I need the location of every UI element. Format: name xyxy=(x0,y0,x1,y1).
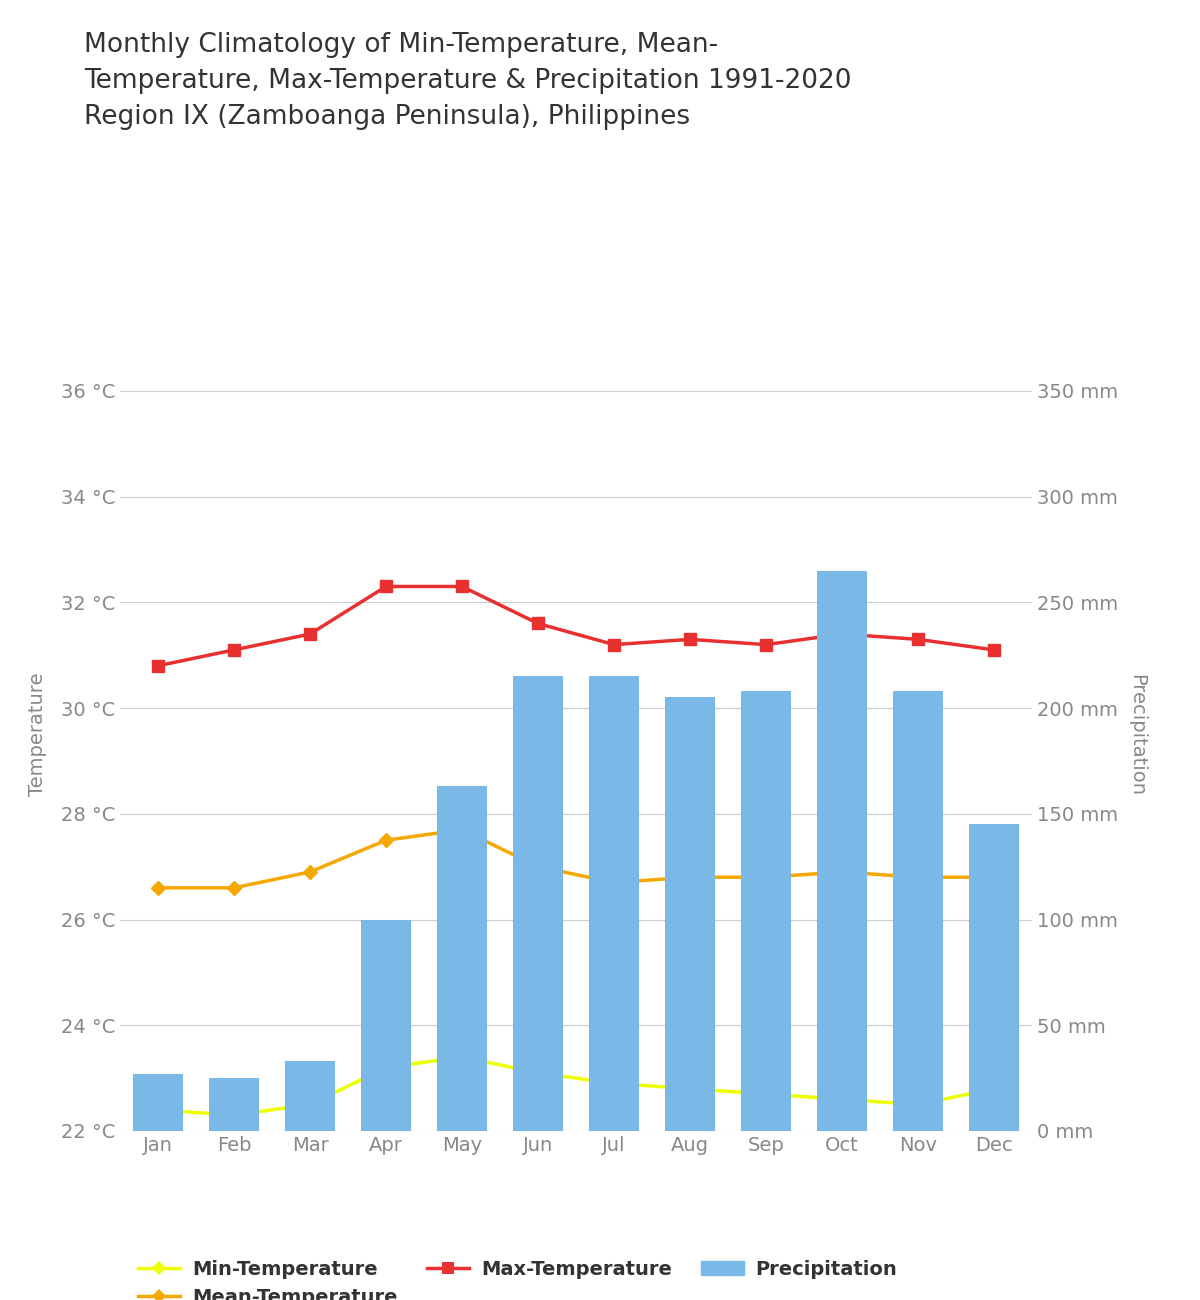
Mean-Temperature xyxy=(986,870,1001,885)
Line: Max-Temperature: Max-Temperature xyxy=(152,581,1000,671)
Min-Temperature xyxy=(302,1097,317,1113)
Min-Temperature xyxy=(986,1080,1001,1096)
Min-Temperature xyxy=(607,1075,622,1091)
Mean-Temperature xyxy=(683,870,697,885)
Max-Temperature xyxy=(683,632,697,647)
Max-Temperature xyxy=(986,642,1001,658)
Max-Temperature xyxy=(302,627,317,642)
Max-Temperature xyxy=(758,637,773,653)
Min-Temperature xyxy=(455,1049,469,1065)
Max-Temperature xyxy=(379,578,394,594)
Text: Monthly Climatology of Min-Temperature, Mean-
Temperature, Max-Temperature & Pre: Monthly Climatology of Min-Temperature, … xyxy=(84,32,852,130)
Min-Temperature xyxy=(911,1097,925,1113)
Max-Temperature xyxy=(835,627,850,642)
Max-Temperature xyxy=(227,642,241,658)
Min-Temperature xyxy=(530,1065,545,1080)
Bar xyxy=(893,692,943,1131)
Bar xyxy=(361,919,410,1131)
Bar xyxy=(286,1061,335,1131)
Bar xyxy=(970,824,1019,1131)
Line: Mean-Temperature: Mean-Temperature xyxy=(154,824,998,893)
Bar xyxy=(133,1074,182,1131)
Min-Temperature xyxy=(683,1080,697,1096)
Y-axis label: Temperature: Temperature xyxy=(28,673,47,796)
Min-Temperature xyxy=(227,1108,241,1123)
Mean-Temperature xyxy=(911,870,925,885)
Min-Temperature xyxy=(151,1102,166,1118)
Max-Temperature xyxy=(455,578,469,594)
Bar xyxy=(817,571,866,1131)
Legend: Min-Temperature, Mean-Temperature, Max-Temperature, Precipitation: Min-Temperature, Mean-Temperature, Max-T… xyxy=(130,1252,905,1300)
Max-Temperature xyxy=(151,658,166,673)
Mean-Temperature xyxy=(607,875,622,891)
Bar xyxy=(209,1078,259,1131)
Mean-Temperature xyxy=(758,870,773,885)
Bar xyxy=(742,692,791,1131)
Bar xyxy=(665,698,715,1131)
Max-Temperature xyxy=(530,616,545,632)
Bar xyxy=(514,676,563,1131)
Min-Temperature xyxy=(758,1087,773,1102)
Line: Min-Temperature: Min-Temperature xyxy=(154,1052,998,1121)
Mean-Temperature xyxy=(302,864,317,880)
Bar xyxy=(437,786,487,1131)
Y-axis label: Precipitation: Precipitation xyxy=(1127,673,1146,796)
Mean-Temperature xyxy=(530,859,545,875)
Mean-Temperature xyxy=(151,880,166,896)
Mean-Temperature xyxy=(227,880,241,896)
Min-Temperature xyxy=(835,1092,850,1108)
Mean-Temperature xyxy=(379,832,394,848)
Max-Temperature xyxy=(911,632,925,647)
Mean-Temperature xyxy=(835,864,850,880)
Max-Temperature xyxy=(607,637,622,653)
Min-Temperature xyxy=(379,1060,394,1075)
Mean-Temperature xyxy=(455,822,469,837)
Bar xyxy=(589,676,638,1131)
